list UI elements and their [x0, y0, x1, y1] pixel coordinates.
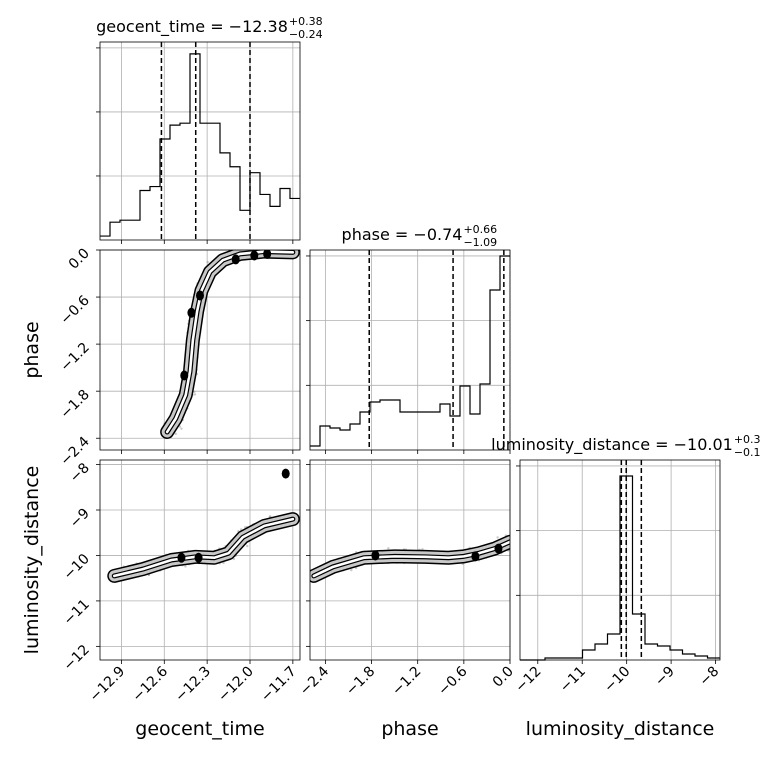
- luminosity_distance-vs-geocent_time-density-peak: [177, 552, 186, 563]
- geocent_time-marginal-title: geocent_time = −12.38: [96, 17, 288, 37]
- luminosity_distance-vs-phase-sample-point: [510, 544, 512, 546]
- luminosity_distance-vs-geocent_time-contour-inner: [111, 516, 296, 579]
- luminosity_distance-vs-phase-frame: [309, 459, 511, 661]
- phase-vs-geocent_time-sample-point: [291, 247, 293, 249]
- phase-vs-geocent_time-sample-point: [180, 427, 183, 430]
- luminosity_distance-xtick-label: −10: [601, 664, 633, 696]
- luminosity_distance-vs-geocent_time-sample-point: [246, 544, 249, 548]
- phase-xtick-label: −1.2: [389, 664, 424, 699]
- phase-vs-geocent_time-sample-point: [269, 243, 271, 245]
- phase-marginal-title: phase = −0.74: [342, 225, 463, 244]
- phase-vs-geocent_time-sample-point: [251, 247, 253, 249]
- luminosity_distance-vs-geocent_time-plot-area: [107, 468, 300, 583]
- geocent_time-marginal-title-lower-error: −0.24: [289, 28, 323, 41]
- phase-vs-geocent_time-density-peak: [231, 254, 240, 265]
- phase-vs-geocent_time-sample-point: [263, 247, 265, 249]
- geocent_time-xtick-label: −11.7: [258, 664, 300, 706]
- luminosity_distance-axis-label: luminosity_distance: [526, 718, 715, 740]
- phase-vs-geocent_time-density-peak: [196, 290, 204, 301]
- geocent_time-xtick-label: −12.9: [87, 664, 129, 706]
- luminosity_distance-y-axis-label: luminosity_distance: [21, 466, 43, 655]
- luminosity_distance-marginal-title-upper-error: +0.34: [734, 433, 760, 446]
- phase-vs-geocent_time-sample-point: [269, 247, 271, 249]
- luminosity_distance-marginal-histogram: [520, 475, 720, 661]
- phase-vs-geocent_time-sample-point: [268, 243, 270, 245]
- luminosity_distance-vs-phase-density-peak: [371, 550, 380, 561]
- phase-vs-geocent_time-density-peak: [180, 370, 189, 381]
- phase-xtick-label: −0.6: [435, 663, 470, 698]
- luminosity_distance-vs-phase-density-peak: [471, 551, 480, 562]
- phase-vs-geocent_time-sample-point: [270, 247, 272, 249]
- luminosity_distance-vs-phase-contour-core: [312, 540, 510, 578]
- luminosity_distance-ytick-label: −10: [61, 551, 93, 583]
- luminosity_distance-xtick-label: −12: [512, 664, 544, 696]
- geocent_time-axis-label: geocent_time: [135, 718, 264, 740]
- phase-vs-geocent_time-plot-area: [160, 243, 300, 439]
- phase-vs-geocent_time-frame: [99, 249, 301, 451]
- axes-layer: [96, 41, 721, 664]
- luminosity_distance-vs-phase-plot-area: [310, 534, 512, 583]
- phase-xtick-label: 0.0: [490, 664, 517, 691]
- geocent_time-xtick-label: −12.6: [129, 663, 171, 705]
- phase-ytick-label: −2.4: [57, 434, 92, 469]
- luminosity_distance-vs-geocent_time-density-peak: [281, 468, 290, 479]
- luminosity_distance-vs-phase-sample-point: [387, 547, 390, 550]
- geocent_time-xtick-label: −12.3: [172, 664, 214, 706]
- geocent_time-marginal-histogram: [100, 53, 300, 237]
- phase-vs-geocent_time-density-peak: [250, 250, 259, 261]
- phase-ytick-label: −0.6: [57, 293, 92, 328]
- geocent_time-xtick-label: −12.0: [215, 664, 257, 706]
- phase-axis-label: phase: [381, 718, 438, 740]
- luminosity_distance-vs-phase-sample-point: [496, 536, 499, 539]
- phase-vs-geocent_time-sample-point: [193, 390, 196, 393]
- phase-vs-geocent_time-sample-point: [271, 243, 273, 245]
- phase-vs-geocent_time-density-peak: [187, 307, 196, 318]
- luminosity_distance-vs-phase-sample-point: [350, 568, 353, 572]
- luminosity_distance-marginal-title-lower-error: −0.11: [734, 446, 760, 459]
- luminosity_distance-vs-geocent_time-contour-core: [112, 517, 295, 578]
- phase-ytick-label: −1.8: [57, 387, 92, 422]
- luminosity_distance-vs-geocent_time-frame: [99, 459, 301, 661]
- luminosity_distance-vs-geocent_time-sample-point: [268, 515, 272, 518]
- luminosity_distance-xtick-label: −9: [652, 664, 678, 690]
- luminosity_distance-vs-geocent_time-sample-point: [184, 565, 187, 568]
- phase-marginal-histogram: [310, 255, 510, 447]
- luminosity_distance-marginal-frame: [519, 459, 721, 661]
- phase-xtick-label: −1.8: [343, 664, 378, 699]
- phase-vs-geocent_time-sample-point: [274, 247, 276, 249]
- phase-vs-geocent_time-sample-point: [193, 393, 197, 396]
- luminosity_distance-ytick-label: −11: [61, 596, 93, 628]
- luminosity_distance-vs-phase-sample-point: [510, 543, 512, 545]
- luminosity_distance-ytick-label: −12: [61, 642, 93, 674]
- phase-vs-geocent_time-sample-point: [206, 260, 209, 264]
- phase-xtick-label: −2.4: [297, 663, 332, 698]
- luminosity_distance-vs-geocent_time-density-peak: [194, 552, 203, 563]
- geocent_time-marginal-frame: [99, 41, 301, 241]
- phase-marginal-frame: [309, 249, 511, 451]
- luminosity_distance-xtick-label: −11: [557, 664, 589, 696]
- luminosity_distance-marginal-title: luminosity_distance = −10.01: [491, 435, 733, 455]
- phase-ytick-label: −1.2: [57, 340, 92, 375]
- phase-y-axis-label: phase: [21, 321, 43, 378]
- phase-marginal-title-upper-error: +0.66: [463, 223, 497, 236]
- phase-vs-geocent_time-contour-core: [165, 250, 295, 434]
- luminosity_distance-vs-geocent_time-sample-point: [222, 561, 225, 565]
- phase-marginal-title-lower-error: −1.09: [463, 236, 497, 249]
- luminosity_distance-vs-geocent_time-sample-point: [232, 557, 236, 561]
- data-layer: [100, 42, 720, 661]
- text-layer: geocent_time = −12.38 +0.38−0.24 phase = −…: [21, 15, 760, 740]
- phase-ytick-label: 0.0: [66, 246, 93, 273]
- luminosity_distance-xtick-label: −8: [696, 664, 722, 690]
- luminosity_distance-ytick-label: −9: [67, 506, 93, 532]
- geocent_time-marginal-title-upper-error: +0.38: [289, 15, 323, 28]
- phase-vs-geocent_time-density-peak: [263, 250, 272, 259]
- phase-vs-geocent_time-sample-point: [174, 432, 177, 436]
- luminosity_distance-vs-phase-density-peak: [494, 543, 503, 554]
